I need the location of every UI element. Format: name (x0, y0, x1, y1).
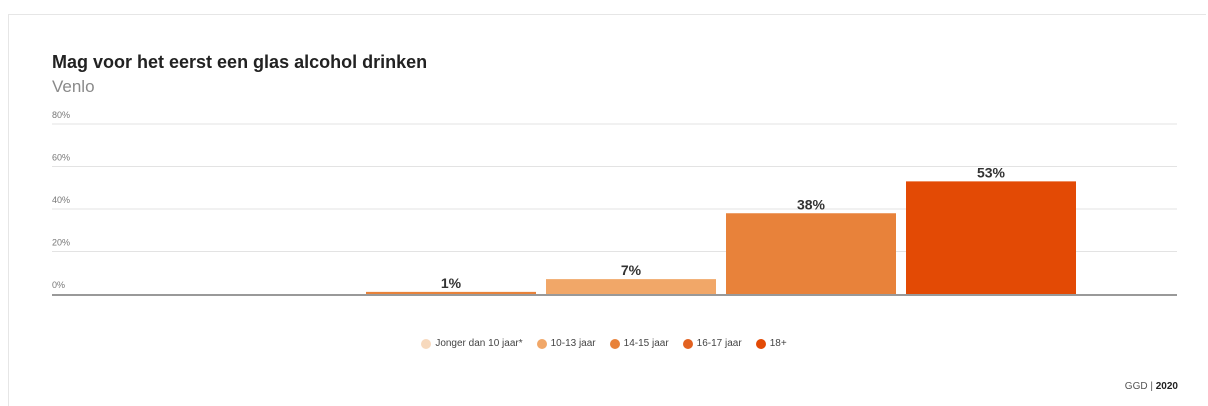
source-credit: GGD | 2020 (1125, 381, 1178, 392)
chart-card (8, 14, 1206, 406)
source-year: 2020 (1155, 381, 1178, 392)
bar-chart: 0% 20% 40% 60% 80% 1% 7% 38% 53% (52, 110, 1177, 296)
bar (366, 291, 536, 294)
bar (726, 213, 896, 294)
y-tick-label: 80% (52, 110, 70, 120)
data-label: 7% (621, 262, 642, 278)
legend-swatch (682, 338, 693, 349)
legend-swatch (536, 338, 547, 349)
legend-swatch (421, 338, 432, 349)
y-tick-label: 40% (52, 195, 70, 205)
y-tick-label: 0% (52, 280, 65, 290)
legend-label: 10-13 jaar (550, 338, 596, 349)
source-separator: | (1150, 381, 1153, 392)
source-org: GGD (1124, 381, 1148, 392)
legend-label: 16-17 jaar (696, 338, 742, 349)
legend-swatch (609, 338, 620, 349)
legend-item: 10-13 jaar (536, 338, 596, 349)
legend-item: 14-15 jaar (609, 338, 669, 349)
bar (906, 181, 1076, 294)
chart-title: Mag voor het eerst een glas alcohol drin… (52, 52, 428, 72)
data-label: 1% (441, 275, 462, 291)
legend-label: 14-15 jaar (623, 338, 669, 349)
chart-legend: Jonger dan 10 jaar* 10-13 jaar 14-15 jaar 1… (0, 338, 1208, 349)
legend-label: Jonger dan 10 jaar* (435, 338, 523, 349)
chart-subtitle: Venlo (52, 77, 95, 96)
legend-swatch (755, 338, 766, 349)
bar (546, 279, 716, 294)
legend-label: 18+ (769, 338, 787, 349)
legend-item: Jonger dan 10 jaar* (421, 338, 523, 349)
y-tick-label: 20% (52, 238, 70, 248)
legend-item: 16-17 jaar (682, 338, 742, 349)
y-tick-label: 60% (52, 153, 70, 163)
legend-item: 18+ (755, 338, 787, 349)
data-label: 38% (797, 196, 826, 212)
data-label: 53% (977, 164, 1006, 180)
